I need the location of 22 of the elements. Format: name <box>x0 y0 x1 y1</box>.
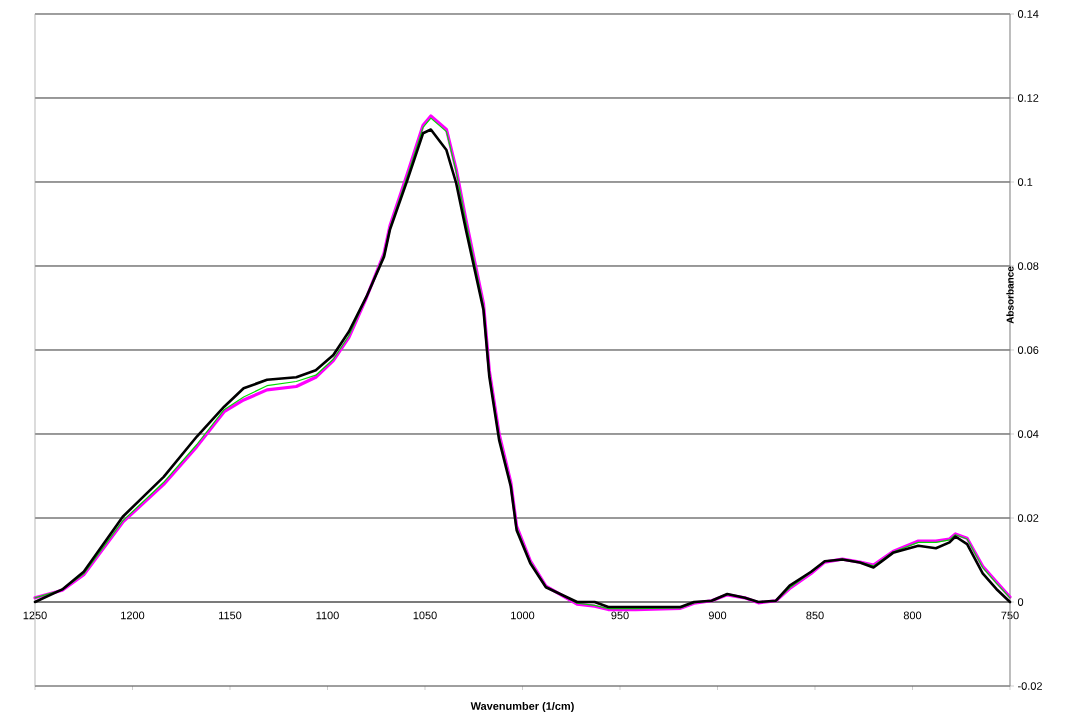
x-tick-label: 1050 <box>413 611 437 620</box>
x-tick-label: 750 <box>1001 611 1019 620</box>
x-tick-label: 850 <box>806 611 824 620</box>
y-tick-label: 0.02 <box>1017 514 1039 522</box>
x-tick-label: 1000 <box>511 611 535 620</box>
y-tick-label: 0.06 <box>1017 346 1039 354</box>
y-tick-label: 0.1 <box>1017 178 1033 186</box>
x-tick-label: 1150 <box>219 611 242 620</box>
y-axis-title: Absorbance <box>1006 266 1014 324</box>
x-tick-label: 1250 <box>23 611 47 620</box>
y-tick-label: -0.02 <box>1018 682 1042 690</box>
y-tick-label: 0.04 <box>1017 430 1039 438</box>
y-tick-label: 0.12 <box>1017 94 1039 102</box>
x-tick-label: 1100 <box>316 611 339 620</box>
x-tick-label: 950 <box>611 611 629 620</box>
x-tick-label: 900 <box>708 611 727 620</box>
x-axis-title: Wavenumber (1/cm) <box>470 701 574 713</box>
x-tick-label: 800 <box>903 611 922 620</box>
y-tick-label: 0 <box>1017 598 1024 606</box>
x-tick-label: 1200 <box>121 611 145 620</box>
y-tick-label: 0.14 <box>1017 10 1039 18</box>
y-tick-label: 0.08 <box>1017 262 1039 270</box>
